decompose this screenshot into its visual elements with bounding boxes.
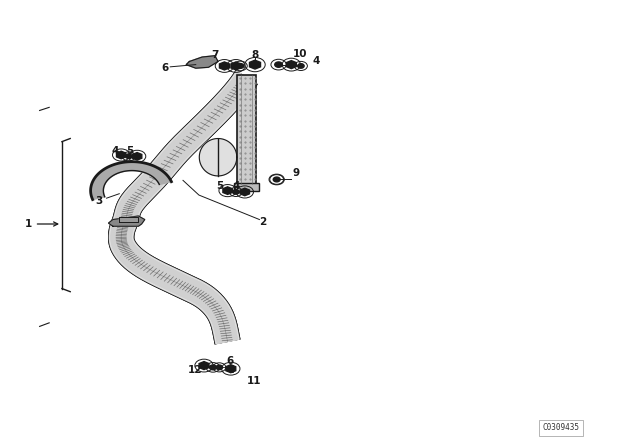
Text: 3: 3 [95, 196, 102, 206]
Polygon shape [119, 217, 138, 222]
Text: 12: 12 [188, 365, 202, 375]
Polygon shape [286, 60, 296, 69]
Text: 6: 6 [226, 356, 233, 366]
Text: 5: 5 [216, 181, 223, 191]
Polygon shape [226, 365, 236, 373]
Text: 6: 6 [161, 63, 168, 73]
Circle shape [209, 365, 216, 370]
Circle shape [216, 365, 223, 370]
Text: 4: 4 [227, 365, 234, 375]
Text: 2: 2 [259, 217, 266, 227]
Text: 10: 10 [292, 49, 307, 59]
Polygon shape [132, 152, 142, 160]
Circle shape [237, 64, 244, 69]
Polygon shape [116, 151, 126, 159]
Circle shape [275, 62, 282, 67]
Bar [234, 183, 259, 190]
Text: 8: 8 [252, 50, 259, 60]
Bar [237, 75, 256, 184]
Polygon shape [250, 60, 260, 69]
Polygon shape [220, 62, 229, 70]
Text: 11: 11 [247, 376, 262, 386]
Polygon shape [186, 56, 218, 68]
Text: 4: 4 [232, 181, 239, 191]
Text: 7: 7 [211, 50, 218, 60]
Text: 5: 5 [127, 146, 134, 155]
Text: 4: 4 [111, 146, 118, 155]
Text: C0309435: C0309435 [542, 423, 579, 432]
Text: 1: 1 [24, 219, 58, 229]
Polygon shape [240, 188, 250, 196]
Circle shape [273, 177, 280, 182]
Text: 9: 9 [292, 168, 300, 178]
Circle shape [125, 154, 132, 159]
Text: 4: 4 [312, 56, 320, 66]
Polygon shape [223, 187, 232, 194]
Circle shape [298, 64, 304, 68]
Polygon shape [231, 62, 241, 70]
Circle shape [232, 190, 239, 194]
Polygon shape [108, 216, 145, 226]
Polygon shape [91, 162, 172, 199]
Polygon shape [199, 362, 209, 370]
Polygon shape [199, 138, 237, 176]
